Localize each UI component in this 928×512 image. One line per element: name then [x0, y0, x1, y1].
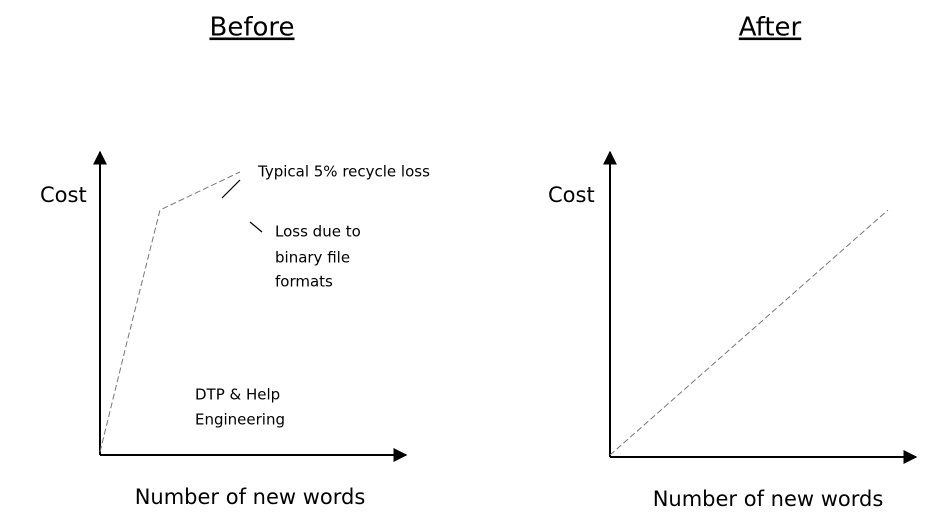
- pointer: [221, 179, 241, 199]
- panel-title: Before: [209, 13, 294, 43]
- panel-title: After: [739, 13, 802, 43]
- y-axis-label: Cost: [40, 183, 87, 207]
- annotation: Engineering: [195, 411, 285, 429]
- cost-curve: [609, 209, 889, 456]
- pointer: [249, 221, 263, 233]
- after-panel: After Cost Number of new words: [548, 13, 918, 511]
- annotation: formats: [275, 273, 333, 291]
- before-panel: Before Cost Number of new words Typical …: [40, 13, 430, 510]
- annotation: Typical 5% recycle loss: [257, 163, 430, 181]
- annotation: binary file: [275, 249, 350, 267]
- y-axis-label: Cost: [548, 183, 595, 207]
- annotation: DTP & Help: [195, 386, 280, 404]
- cost-curve: [99, 171, 241, 453]
- x-axis-label: Number of new words: [653, 487, 884, 511]
- x-axis-label: Number of new words: [135, 485, 366, 509]
- annotation: Loss due to: [275, 223, 361, 241]
